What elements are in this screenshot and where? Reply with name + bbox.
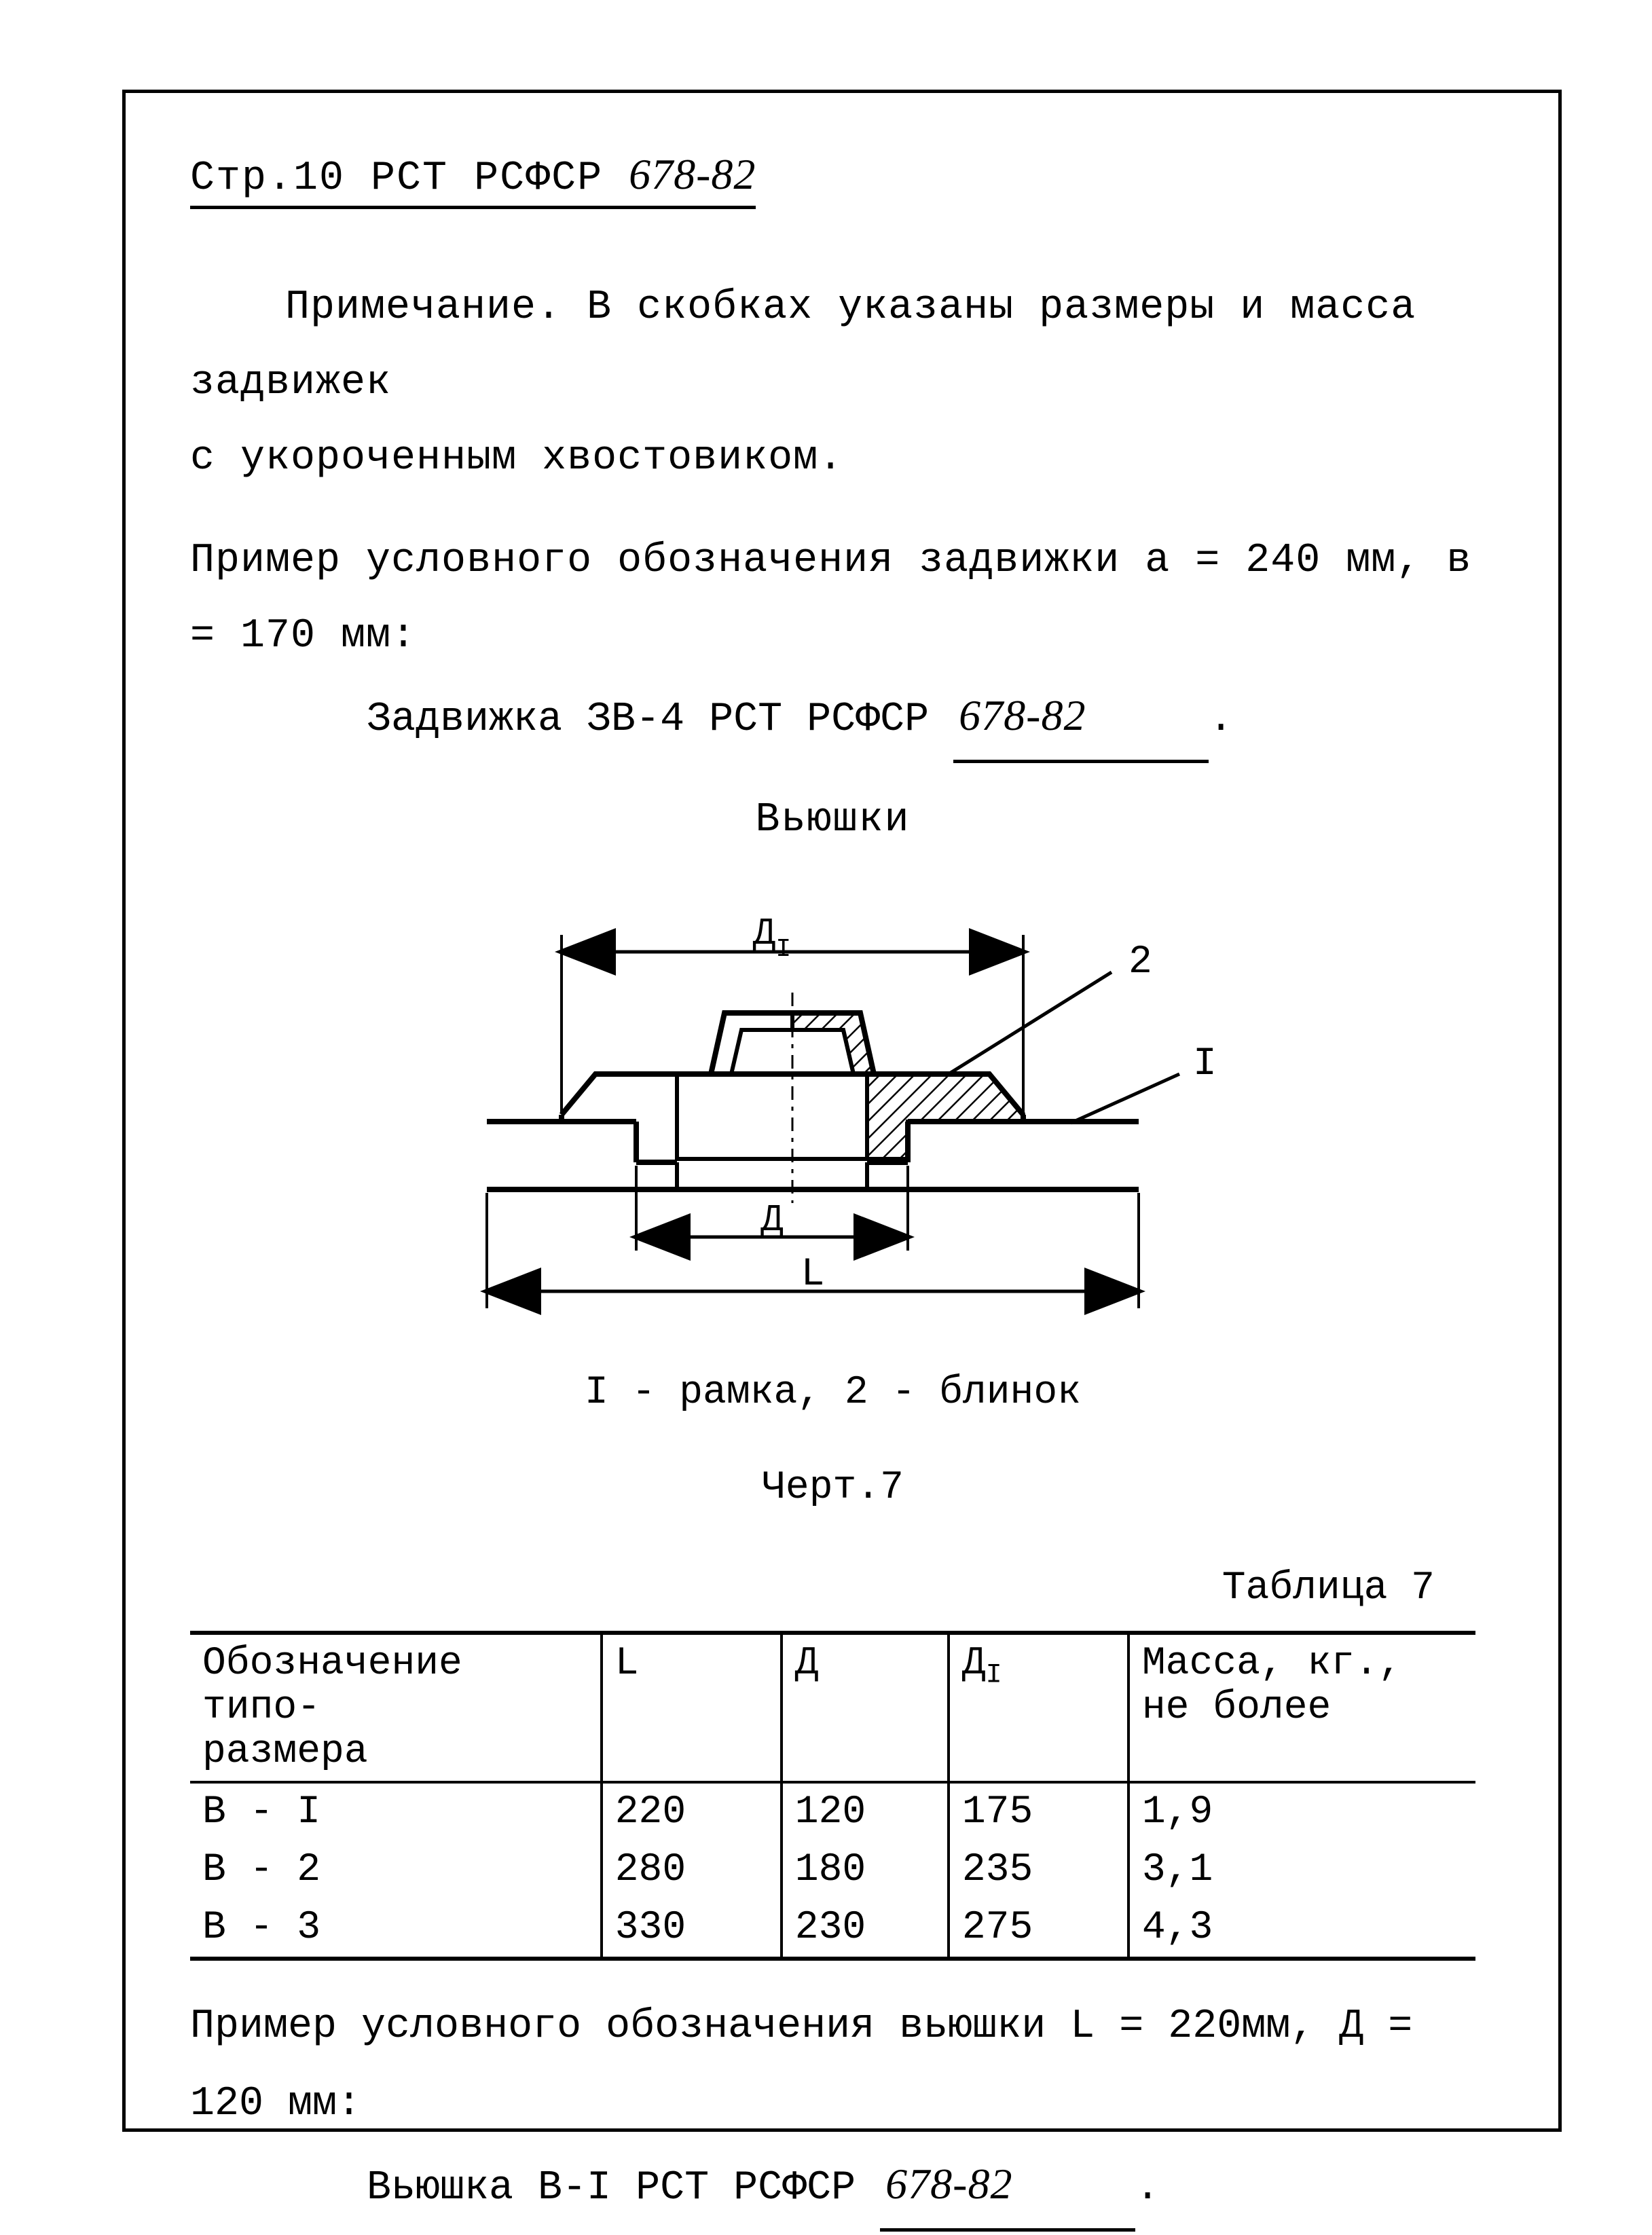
example2-suffix: .: [1135, 2165, 1160, 2211]
example2-std: 678-82: [885, 2160, 1012, 2208]
page-frame: [122, 90, 1562, 2132]
document-page: Стр.10 РСТ РСФСР 678-82 Примечание. В ск…: [0, 0, 1652, 2235]
example2-underline: 678-82: [880, 2143, 1135, 2232]
example2-prefix: Вьюшка В-I РСТ РСФСР: [367, 2165, 856, 2211]
example2-designation: Вьюшка В-I РСТ РСФСР 678-82 .: [190, 2143, 1475, 2232]
